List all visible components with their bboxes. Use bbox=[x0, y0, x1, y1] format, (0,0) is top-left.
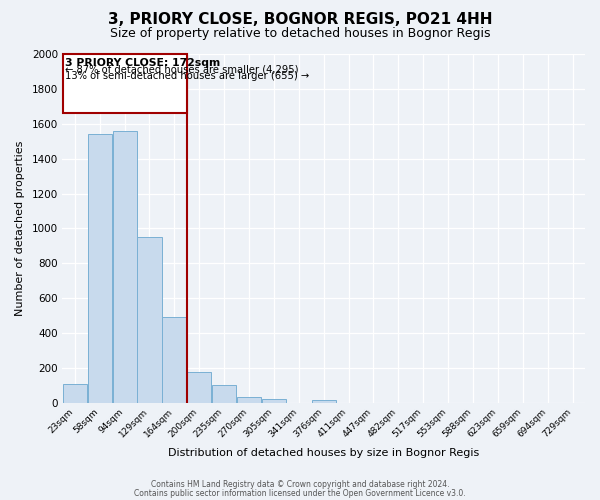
Text: 3 PRIORY CLOSE: 172sqm: 3 PRIORY CLOSE: 172sqm bbox=[65, 58, 220, 68]
Bar bbox=[63, 384, 87, 403]
Bar bbox=[262, 400, 286, 403]
Bar bbox=[187, 372, 211, 403]
Y-axis label: Number of detached properties: Number of detached properties bbox=[15, 141, 25, 316]
Text: 3, PRIORY CLOSE, BOGNOR REGIS, PO21 4HH: 3, PRIORY CLOSE, BOGNOR REGIS, PO21 4HH bbox=[108, 12, 492, 28]
Bar bbox=[311, 400, 336, 403]
Bar bbox=[237, 397, 261, 403]
Bar bbox=[162, 318, 187, 403]
Bar bbox=[113, 131, 137, 403]
Text: Contains public sector information licensed under the Open Government Licence v3: Contains public sector information licen… bbox=[134, 488, 466, 498]
FancyBboxPatch shape bbox=[63, 54, 187, 114]
X-axis label: Distribution of detached houses by size in Bognor Regis: Distribution of detached houses by size … bbox=[168, 448, 479, 458]
Text: ← 87% of detached houses are smaller (4,295): ← 87% of detached houses are smaller (4,… bbox=[65, 64, 298, 74]
Text: 13% of semi-detached houses are larger (655) →: 13% of semi-detached houses are larger (… bbox=[65, 71, 309, 81]
Text: Size of property relative to detached houses in Bognor Regis: Size of property relative to detached ho… bbox=[110, 28, 490, 40]
Text: Contains HM Land Registry data © Crown copyright and database right 2024.: Contains HM Land Registry data © Crown c… bbox=[151, 480, 449, 489]
Bar bbox=[88, 134, 112, 403]
Bar bbox=[212, 386, 236, 403]
Bar bbox=[137, 237, 161, 403]
